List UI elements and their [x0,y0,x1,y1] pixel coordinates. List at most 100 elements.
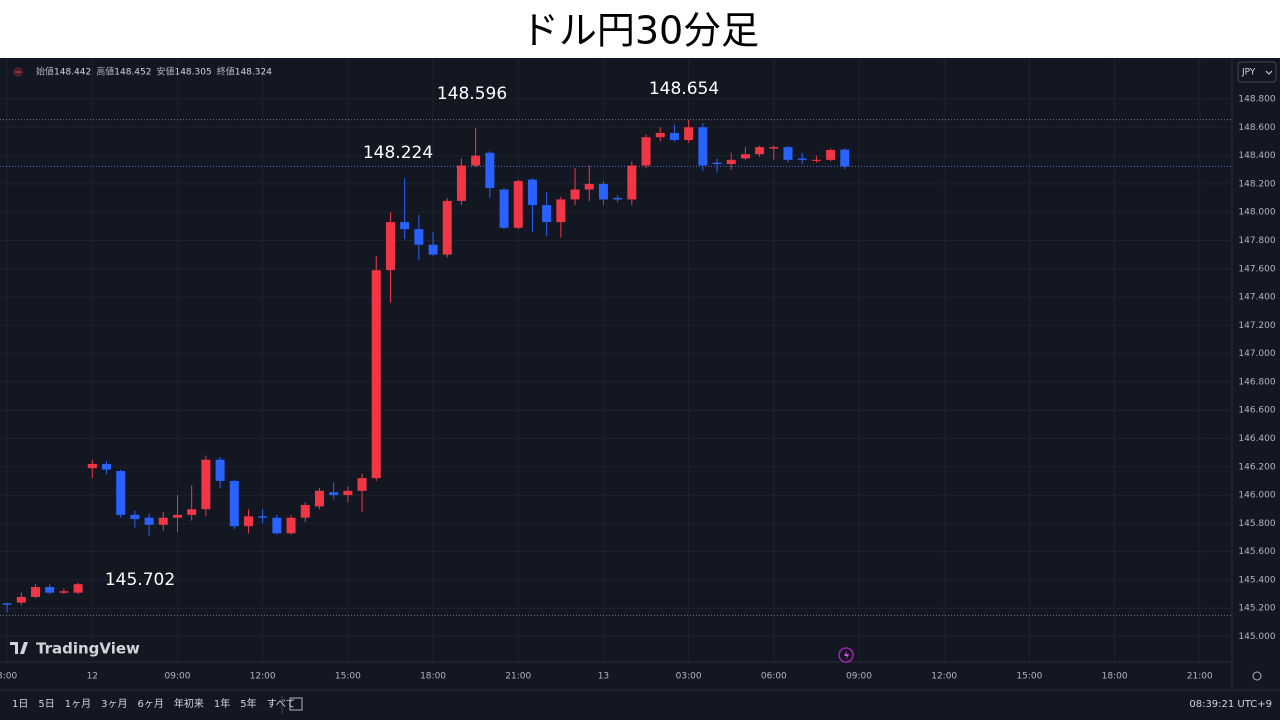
y-tick-label: 145.400 [1238,575,1275,585]
x-tick-label: 06:00 [761,672,787,682]
chart-background [0,58,1280,720]
candle-body [172,514,182,518]
candle-body [215,459,225,481]
logo-text: TradingView [36,640,140,658]
settings-icon[interactable] [1252,671,1262,681]
candle [769,145,779,160]
y-tick-label: 146.400 [1238,434,1275,444]
annotation: 148.596 [437,84,507,104]
range-button[interactable]: 1日 [12,699,28,710]
y-tick-label: 148.400 [1238,151,1275,161]
y-tick-label: 147.000 [1238,349,1275,359]
range-button[interactable]: 5年 [240,697,256,710]
range-button[interactable]: 3ヶ月 [101,698,127,710]
candle-body [400,222,410,230]
candle-body [229,480,239,527]
candle [570,168,580,206]
candle [357,473,367,513]
candle [187,485,197,521]
annotation: 148.224 [363,143,433,163]
range-button[interactable]: 1年 [214,697,230,710]
candle-body [428,244,438,255]
candle-body [30,587,40,597]
candle-body [201,459,211,510]
candle [556,196,566,238]
y-tick-label: 148.200 [1238,179,1275,189]
range-button[interactable]: 6ヶ月 [138,698,164,710]
candle-body [584,183,594,190]
candle [527,178,537,232]
candle-body [272,517,282,534]
annotation: 148.654 [649,79,719,99]
candle [144,513,154,537]
candle [428,231,438,257]
chart-title: ドル円30分足 [521,9,759,53]
range-button[interactable]: 1ヶ月 [65,698,91,710]
legend-value: 148.324 [235,68,272,78]
candle [272,514,282,535]
candle [513,179,523,230]
candle [598,181,608,206]
candle-body [73,584,83,593]
grid [0,58,1232,662]
candle [215,456,225,489]
y-tick-label: 145.600 [1238,547,1275,557]
legend-value: 148.442 [54,68,91,78]
candle-body [300,504,310,518]
candle [641,134,651,169]
range-button[interactable]: 5日 [38,699,54,710]
candle-body [598,183,608,200]
candle-body [16,596,26,603]
candle [286,514,296,535]
symbol[interactable]: JPY [1241,68,1256,78]
range-button[interactable]: 年初来 [174,697,204,710]
candle [627,161,637,206]
candle-body [527,179,537,206]
alert-icon[interactable] [838,647,854,663]
candle-body [130,514,140,520]
candle [698,123,708,172]
symbol-box[interactable] [1237,61,1277,83]
date-range-icon[interactable] [289,697,303,711]
y-tick-label: 148.800 [1238,95,1275,105]
candle-body [485,152,495,189]
candle-body [357,478,367,491]
candle-body [783,147,793,160]
candle [30,584,40,599]
clock: 08:39:21 UTC+9 [1189,699,1272,710]
candle [229,479,239,530]
y-tick-label: 145.800 [1238,519,1275,529]
title-band [0,0,1280,58]
candle-body [556,199,566,223]
x-tick-label: 3:00 [0,672,17,682]
candle [669,124,679,142]
x-tick-label: 15:00 [1016,672,1042,682]
candle [101,461,111,474]
candle [414,215,424,261]
candle [116,469,126,518]
candle [385,212,395,303]
candle [783,145,793,163]
candle [343,486,353,503]
candle-body [755,147,765,155]
candle [684,119,694,143]
range-button[interactable]: すべて [267,698,296,710]
candle [300,502,310,522]
candle-body [811,159,821,161]
y-tick-label: 146.600 [1238,406,1275,416]
legend-label: 高値 [96,66,114,78]
candle-body [144,517,154,525]
candle-body [87,463,97,469]
candle [826,148,836,162]
candle-body [712,162,722,165]
candle-body [613,198,623,200]
candle-body [158,517,168,525]
x-tick-label: 18:00 [1102,672,1128,682]
candle-body [769,147,779,149]
candle [172,495,182,532]
candle [471,127,481,167]
candle [87,459,97,479]
candle [542,192,552,237]
y-tick-label: 148.000 [1238,208,1275,218]
